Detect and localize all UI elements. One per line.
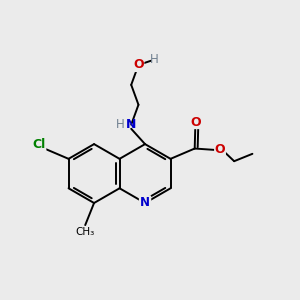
Text: N: N xyxy=(140,196,150,209)
Text: H: H xyxy=(149,53,158,66)
Text: H: H xyxy=(116,118,125,131)
Text: Cl: Cl xyxy=(32,139,46,152)
Text: N: N xyxy=(126,118,136,131)
Text: CH₃: CH₃ xyxy=(76,226,95,237)
Text: O: O xyxy=(133,58,144,71)
Text: O: O xyxy=(190,116,201,128)
Text: O: O xyxy=(215,143,225,157)
